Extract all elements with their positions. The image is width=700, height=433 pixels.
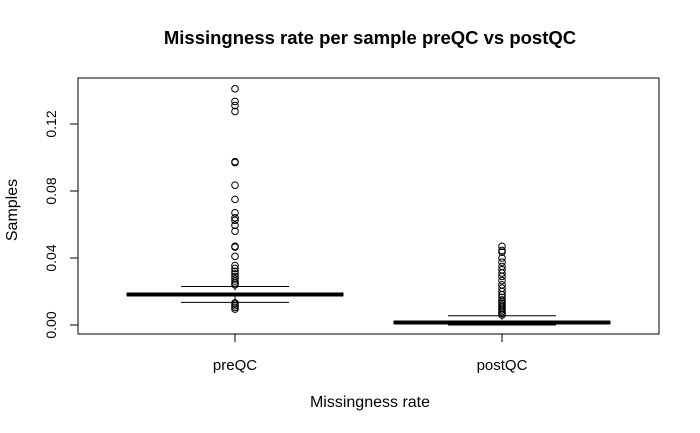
x-tick-label: postQC — [477, 357, 528, 374]
outlier-point — [498, 293, 506, 302]
y-tick-label: 0.00 — [43, 311, 59, 338]
data-marks — [126, 85, 611, 326]
outlier-point — [498, 284, 506, 292]
outlier-point — [498, 276, 506, 285]
outlier-point — [498, 258, 506, 266]
box-preQC — [126, 85, 344, 313]
outlier-point — [231, 208, 239, 217]
outlier-point — [498, 254, 506, 262]
outlier-point — [498, 265, 506, 274]
outlier-point — [231, 275, 239, 283]
outlier-point — [231, 157, 239, 166]
outlier-point — [231, 270, 239, 278]
outlier-point — [231, 299, 239, 307]
outlier-point — [231, 264, 239, 273]
outlier-point — [231, 277, 239, 285]
outlier-point — [498, 246, 506, 255]
x-axis-label: Missingness rate — [309, 394, 431, 411]
outlier-point — [231, 261, 239, 270]
outlier-point — [231, 216, 239, 225]
outlier-point — [231, 195, 239, 204]
outlier-point — [231, 227, 239, 235]
outlier-point — [231, 214, 239, 222]
outlier-point — [231, 107, 239, 116]
chart-title: Missingness rate per sample preQC vs pos… — [163, 27, 577, 48]
y-tick-label: 0.08 — [43, 177, 59, 204]
outlier-point — [231, 242, 239, 251]
y-tick-label: 0.12 — [43, 110, 59, 137]
outlier-point — [231, 267, 239, 276]
outlier-point — [231, 252, 239, 261]
outlier-point — [231, 181, 239, 189]
outlier-point — [498, 262, 506, 271]
x-tick-label: preQC — [213, 357, 257, 374]
outlier-point — [231, 101, 239, 110]
box-postQC — [393, 242, 611, 326]
outlier-point — [231, 85, 239, 93]
outlier-point — [231, 272, 239, 281]
outlier-point — [231, 221, 239, 230]
y-tick-label: 0.04 — [43, 244, 59, 271]
outlier-point — [231, 97, 239, 106]
axes: 0.00 0.04 0.08 0.12 preQC postQC — [43, 110, 528, 374]
outlier-point — [498, 296, 506, 304]
outlier-point — [498, 281, 506, 289]
outlier-point — [498, 242, 506, 251]
